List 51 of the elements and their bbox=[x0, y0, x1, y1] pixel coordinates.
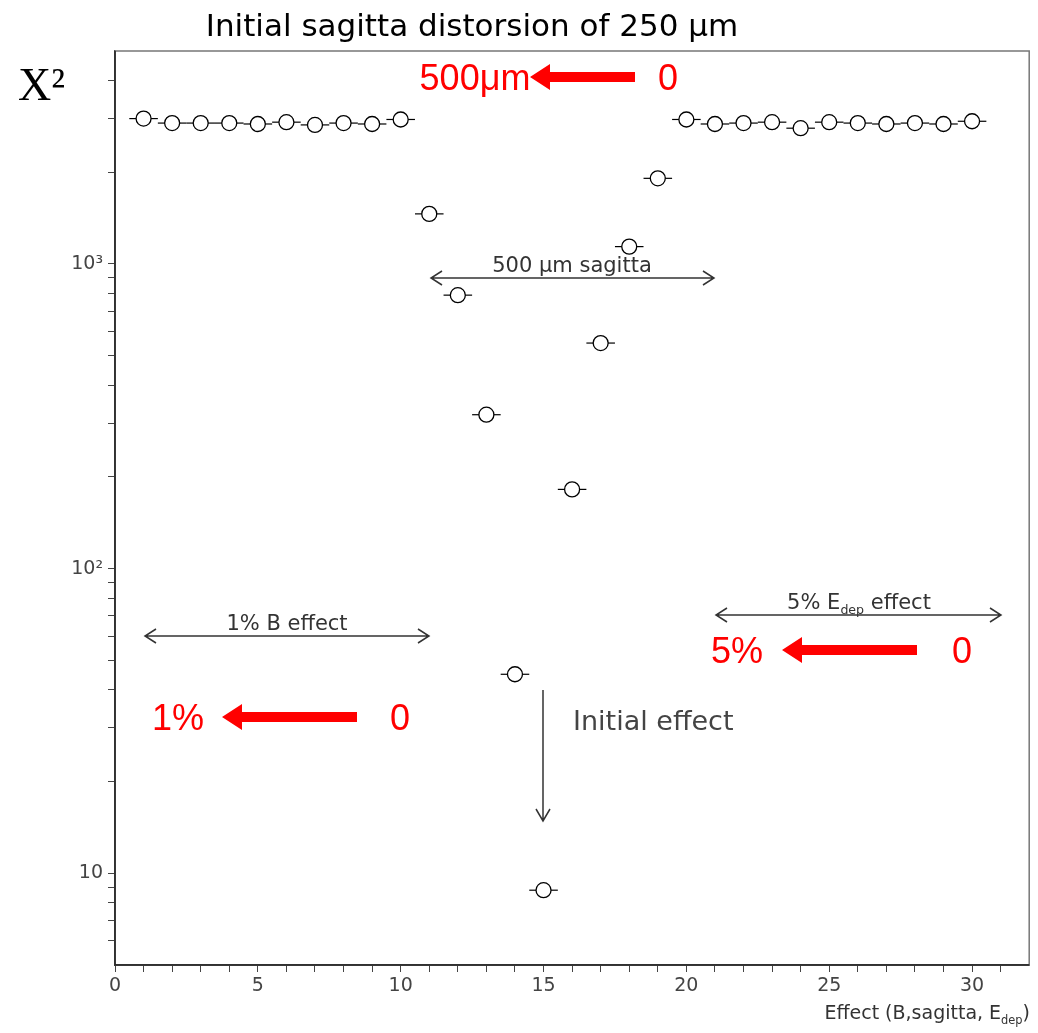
point bbox=[363, 115, 381, 133]
point bbox=[163, 114, 181, 132]
y-tick-label: 10³ bbox=[71, 250, 103, 273]
point bbox=[621, 238, 638, 255]
x-tick-label: 0 bbox=[108, 973, 122, 996]
point bbox=[392, 111, 409, 128]
point bbox=[706, 115, 724, 133]
annotation: 500μm bbox=[419, 57, 531, 98]
x-tick-label: 30 bbox=[959, 973, 985, 996]
annotation: Initial effect bbox=[573, 705, 734, 736]
point bbox=[221, 114, 238, 132]
point bbox=[849, 114, 866, 132]
point bbox=[821, 114, 838, 131]
point bbox=[592, 334, 609, 352]
x-tick-label: 25 bbox=[817, 973, 842, 996]
point bbox=[249, 115, 266, 133]
y-tick-label: 10 bbox=[78, 860, 103, 883]
annotation: 0 bbox=[951, 630, 973, 671]
y-tick-label: 10² bbox=[71, 555, 103, 578]
point bbox=[535, 882, 552, 899]
point bbox=[963, 113, 981, 130]
x-tick-label: 10 bbox=[388, 973, 413, 996]
point bbox=[935, 115, 952, 133]
annotation: 0 bbox=[389, 697, 411, 738]
point bbox=[278, 114, 295, 131]
point bbox=[792, 120, 809, 137]
point bbox=[335, 114, 352, 132]
annotation: 5% bbox=[710, 630, 764, 671]
point bbox=[563, 481, 581, 498]
point bbox=[735, 114, 752, 132]
point bbox=[192, 114, 209, 132]
point bbox=[878, 115, 895, 133]
point bbox=[506, 666, 524, 683]
point bbox=[306, 116, 324, 134]
point bbox=[763, 114, 781, 131]
annotation: 0 bbox=[657, 57, 679, 98]
x-tick-label: 5 bbox=[251, 973, 264, 996]
x-tick-label: 20 bbox=[674, 973, 699, 996]
point bbox=[906, 114, 924, 132]
annotation: 1% B effect bbox=[226, 611, 348, 635]
y-axis-title: X² bbox=[18, 59, 66, 110]
annotation: 500 μm sagitta bbox=[492, 253, 652, 277]
x-tick-label: 15 bbox=[531, 973, 556, 996]
point bbox=[449, 286, 466, 304]
chart-title: Initial sagitta distorsion of 250 μm bbox=[205, 7, 739, 43]
annotation: 1% bbox=[151, 697, 205, 738]
point bbox=[478, 406, 495, 423]
point bbox=[135, 110, 152, 127]
point bbox=[678, 111, 695, 128]
point bbox=[649, 170, 666, 187]
point bbox=[421, 205, 438, 223]
